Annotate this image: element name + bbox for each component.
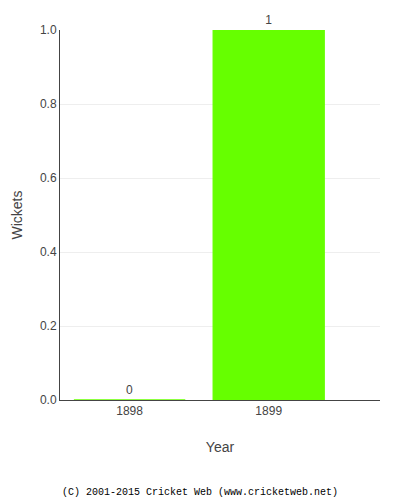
svg-text:(C) 2001-2015 Cricket Web (www: (C) 2001-2015 Cricket Web (www.cricketwe… <box>62 487 338 498</box>
svg-text:1: 1 <box>265 13 272 27</box>
svg-text:0.0: 0.0 <box>40 393 57 407</box>
svg-text:1898: 1898 <box>116 404 143 418</box>
svg-text:1899: 1899 <box>255 404 282 418</box>
svg-text:0.8: 0.8 <box>40 97 57 111</box>
svg-text:0: 0 <box>126 383 133 397</box>
svg-text:0.4: 0.4 <box>40 245 57 259</box>
svg-text:0.2: 0.2 <box>40 319 57 333</box>
svg-text:1.0: 1.0 <box>40 23 57 37</box>
svg-text:Year: Year <box>206 439 235 455</box>
svg-text:Wickets: Wickets <box>9 191 25 240</box>
svg-text:0.6: 0.6 <box>40 171 57 185</box>
